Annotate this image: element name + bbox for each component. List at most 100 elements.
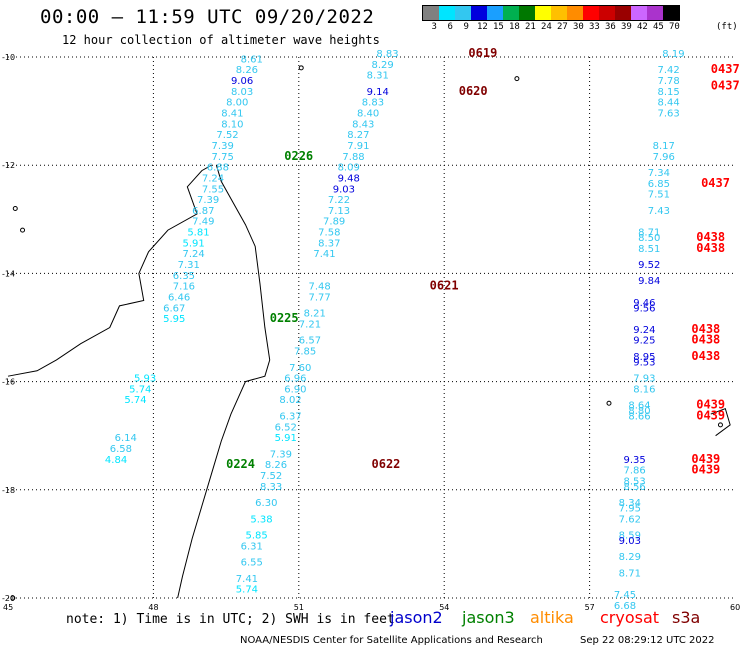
colorbar-label: 12 xyxy=(477,22,488,32)
wave-height-value: 7.39 xyxy=(212,141,234,152)
pass-time-label: 0225 xyxy=(270,311,299,325)
colorbar-swatch xyxy=(599,6,615,20)
colorbar-swatch xyxy=(551,6,567,20)
wave-height-value: 7.88 xyxy=(342,152,364,163)
lon-tick-label: 54 xyxy=(439,603,449,612)
wave-height-value: 7.49 xyxy=(192,217,214,228)
wave-height-value: 8.64 xyxy=(628,401,650,412)
colorbar-label: 39 xyxy=(621,22,632,32)
wave-height-value: 7.31 xyxy=(178,260,200,271)
wave-height-value: 9.48 xyxy=(338,173,360,184)
wave-height-value: 8.19 xyxy=(662,49,684,60)
colorbar-label: 70 xyxy=(669,22,680,32)
lon-tick-label: 45 xyxy=(3,603,13,612)
wave-height-value: 8.56 xyxy=(624,482,646,493)
wave-height-value: 7.39 xyxy=(270,449,292,460)
wave-height-value: 7.75 xyxy=(212,152,234,163)
wave-height-value: 7.21 xyxy=(299,320,321,331)
wave-height-value: 6.87 xyxy=(192,206,214,217)
island xyxy=(717,422,723,428)
wave-height-value: 8.71 xyxy=(619,568,641,579)
colorbar-swatch xyxy=(647,6,663,20)
colorbar-swatch xyxy=(583,6,599,20)
colorbar-label: 30 xyxy=(573,22,584,32)
wave-height-value: 6.52 xyxy=(275,422,297,433)
pass-time-label: 0439 xyxy=(691,463,720,477)
colorbar-swatch xyxy=(455,6,471,20)
madagascar-west-coast xyxy=(7,164,212,377)
wave-height-value: 8.15 xyxy=(657,87,679,98)
wave-height-value: 5.81 xyxy=(187,228,209,239)
wave-height-value: 8.03 xyxy=(231,87,253,98)
wave-height-value: 6.37 xyxy=(279,411,301,422)
wave-height-value: 8.53 xyxy=(624,476,646,487)
pass-time-label: 0437 xyxy=(711,78,740,92)
wave-height-value: 8.95 xyxy=(633,352,655,363)
lon-tick-label: 60 xyxy=(730,603,740,612)
wave-height-value: 7.43 xyxy=(648,206,670,217)
pass-time-label: 0226 xyxy=(284,149,313,163)
wave-height-value: 8.02 xyxy=(279,395,301,406)
pass-time-label: 0622 xyxy=(372,457,401,471)
pass-time-label: 0438 xyxy=(691,322,720,336)
wave-height-value: 9.46 xyxy=(633,298,655,309)
wave-height-value: 8.21 xyxy=(304,309,326,320)
lon-tick-label: 57 xyxy=(585,603,595,612)
lat-tick-label: -16 xyxy=(2,378,15,387)
wave-height-value: 9.24 xyxy=(633,325,655,336)
wave-height-value: 9.03 xyxy=(619,536,641,547)
coastline xyxy=(7,65,731,601)
wave-height-value: 7.85 xyxy=(294,347,316,358)
wave-height-value: 6.85 xyxy=(648,179,670,190)
wave-height-value: 8.59 xyxy=(619,530,641,541)
wave-height-value: 9.84 xyxy=(638,276,660,287)
island xyxy=(606,400,612,406)
wave-height-value: 5.91 xyxy=(275,433,297,444)
colorbar-swatch xyxy=(471,6,487,20)
wave-height-value: 8.61 xyxy=(241,54,263,65)
wave-height-value: 8.16 xyxy=(633,384,655,395)
wave-height-value: 7.39 xyxy=(197,195,219,206)
colorbar-swatch xyxy=(519,6,535,20)
wave-height-value: 8.29 xyxy=(372,60,394,71)
wave-height-value: 9.52 xyxy=(638,260,660,271)
wave-height-value: 7.93 xyxy=(633,374,655,385)
timestamp: Sep 22 08:29:12 UTC 2022 xyxy=(580,635,715,646)
wave-height-value: 5.91 xyxy=(182,238,204,249)
madagascar-east-coast xyxy=(177,165,271,599)
colorbar-swatch xyxy=(423,6,439,20)
wave-height-value: 8.43 xyxy=(352,119,374,130)
colorbar-label: 18 xyxy=(509,22,520,32)
colorbar-swatch xyxy=(503,6,519,20)
wave-height-value: 8.26 xyxy=(265,460,287,471)
wave-height-value: 7.95 xyxy=(619,503,641,514)
wave-height-value: 6.57 xyxy=(299,336,321,347)
legend-jason2: jason2 xyxy=(390,608,443,627)
page-subtitle: 12 hour collection of altimeter wave hei… xyxy=(62,33,380,47)
pass-time-label: 0438 xyxy=(696,230,725,244)
wave-height-value: 8.51 xyxy=(638,244,660,255)
lon-tick-label: 51 xyxy=(294,603,304,612)
wave-height-value: 6.96 xyxy=(284,374,306,385)
wave-height-value: 7.78 xyxy=(657,76,679,87)
island xyxy=(514,76,520,82)
wave-height-value: 9.25 xyxy=(633,336,655,347)
legend-jason3: jason3 xyxy=(462,608,515,627)
wave-height-value: 8.40 xyxy=(357,109,379,120)
pass-time-label: 0438 xyxy=(691,349,720,363)
wave-height-value: 6.46 xyxy=(168,292,190,303)
colorbar-unit: (ft) xyxy=(716,22,738,32)
colorbar-label: 42 xyxy=(637,22,648,32)
lat-tick-label: -18 xyxy=(2,486,15,495)
pass-time-label: 0439 xyxy=(691,452,720,466)
wave-height-value: 6.67 xyxy=(163,303,185,314)
wave-height-value: 5.74 xyxy=(124,395,146,406)
page-title: 00:00 – 11:59 UTC 09/20/2022 xyxy=(40,6,375,28)
island xyxy=(10,595,16,601)
island xyxy=(12,205,18,211)
wave-height-value: 7.24 xyxy=(202,173,224,184)
wave-height-value: 7.77 xyxy=(308,292,330,303)
colorbar-label: 9 xyxy=(463,22,469,32)
wave-height-value: 7.16 xyxy=(173,282,195,293)
